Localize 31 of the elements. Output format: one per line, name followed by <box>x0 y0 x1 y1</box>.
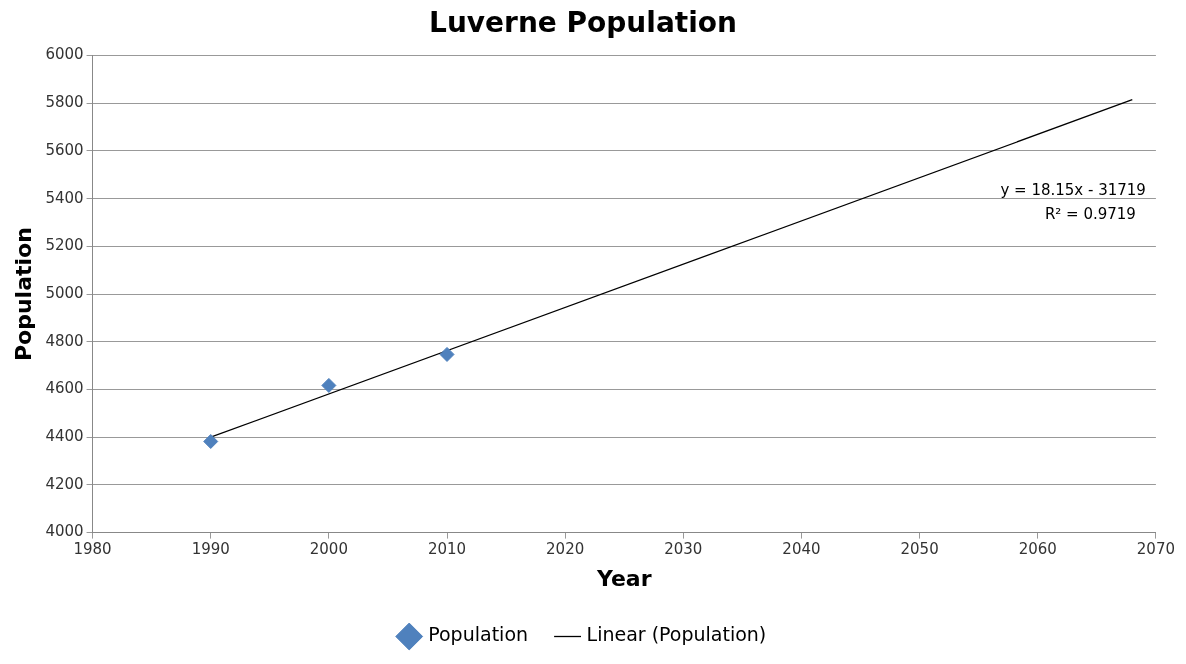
x-tick-label: 2020 <box>546 540 585 559</box>
y-tick-label: 6000 <box>45 45 84 64</box>
annotation: R² = 0.9719 <box>1044 204 1136 223</box>
x-tick-label: 2050 <box>900 540 939 559</box>
y-tick-label: 4200 <box>45 474 84 493</box>
y-tick-label: 4000 <box>45 522 84 541</box>
x-tick-label: 2060 <box>1018 540 1057 559</box>
x-tick-label: 2010 <box>427 540 467 559</box>
x-tick-label: 1990 <box>191 540 230 559</box>
annotation: y = 18.15x - 31719 <box>1000 180 1146 199</box>
point <box>321 377 337 393</box>
y-tick-label: 4800 <box>45 331 84 350</box>
y-tick-label: 5200 <box>45 236 84 255</box>
y-tick-label: 5800 <box>45 93 84 112</box>
y-tick-label: 4600 <box>45 379 84 398</box>
legend-label: Population <box>428 623 529 646</box>
legend-label: Linear (Population) <box>586 623 767 646</box>
y-axis-title: Population <box>10 227 36 362</box>
y-tick-label: 4400 <box>45 427 84 446</box>
x-axis-title: Year <box>595 565 652 591</box>
chart-title: Luverne Population <box>429 6 737 40</box>
x-tick-label: 1980 <box>73 540 112 559</box>
y-tick-label: 5000 <box>45 283 84 302</box>
y-tick-label: 5400 <box>45 188 84 207</box>
x-tick-label: 2000 <box>309 540 348 559</box>
x-tick-label: 2030 <box>664 540 703 559</box>
point <box>203 433 219 449</box>
x-tick-label: 2070 <box>1136 540 1176 559</box>
x-tick-label: 2040 <box>782 540 821 559</box>
y-tick-label: 5600 <box>45 140 84 159</box>
point <box>439 346 455 362</box>
